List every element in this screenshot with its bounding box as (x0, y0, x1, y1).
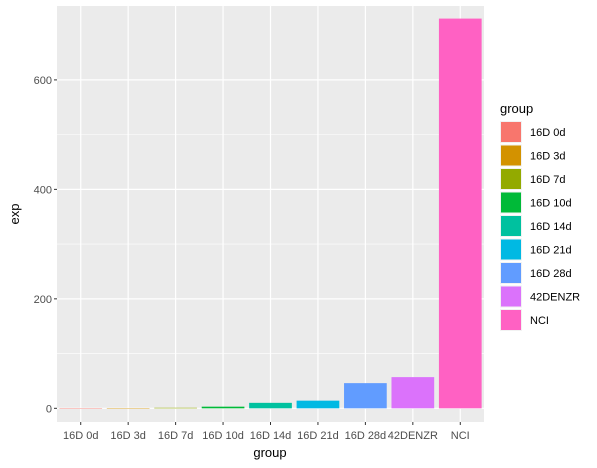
x-axis-ticks: 16D 0d 16D 3d 16D 7d 16D 10d 16D 14d 16D 21d 1… (63, 422, 470, 442)
legend-swatch (501, 239, 521, 260)
x-axis-title: group (253, 445, 286, 460)
legend-label: 16D 7d (530, 174, 565, 186)
legend-title: group (500, 101, 533, 116)
legend-label: 16D 14d (530, 221, 572, 233)
y-axis-title: exp (7, 204, 22, 225)
x-tick-label: 16D 28d (345, 430, 387, 442)
bars (59, 18, 482, 409)
bar-16d-21d (296, 400, 340, 409)
legend-keys: 16D 0d 16D 3d 16D 7d 16D 10d 16D 14d 16D 21d 1… (500, 121, 580, 331)
legend-swatch (501, 122, 521, 142)
legend-swatch (501, 145, 521, 166)
legend-label: 16D 10d (530, 198, 572, 210)
legend-label: 16D 28d (530, 268, 572, 280)
legend-swatch (501, 169, 521, 189)
bar-16d-7d (154, 407, 197, 409)
y-tick-label: 600 (34, 75, 52, 87)
x-tick-label: 16D 0d (63, 430, 98, 442)
legend-label: 16D 3d (530, 151, 565, 163)
legend-label: 16D 21d (530, 245, 572, 257)
legend-swatch (501, 286, 521, 307)
x-tick-label: NCI (451, 430, 470, 442)
legend-swatch (501, 216, 521, 236)
legend-swatch (501, 263, 521, 283)
bar-42denzr (391, 377, 435, 409)
legend-swatch (501, 192, 521, 213)
bar-nci (438, 18, 482, 409)
y-tick-label: 200 (34, 294, 52, 306)
bar-16d-28d (344, 383, 387, 409)
legend-label: 42DENZR (530, 292, 580, 304)
grid-lines (57, 6, 484, 422)
y-axis-ticks: 0 200 400 600 (34, 75, 57, 415)
x-tick-label: 16D 10d (202, 430, 244, 442)
legend-label: NCI (530, 315, 549, 327)
bar-16d-10d (201, 406, 245, 409)
x-tick-label: 42DENZR (388, 430, 438, 442)
bar-16d-14d (249, 402, 292, 409)
y-tick-label: 0 (46, 403, 52, 415)
x-tick-label: 16D 14d (250, 430, 292, 442)
y-tick-label: 400 (34, 184, 52, 196)
x-tick-label: 16D 21d (297, 430, 339, 442)
legend-swatch (501, 310, 521, 330)
legend-label: 16D 0d (530, 127, 565, 139)
x-tick-label: 16D 7d (158, 430, 193, 442)
x-tick-label: 16D 3d (110, 430, 145, 442)
